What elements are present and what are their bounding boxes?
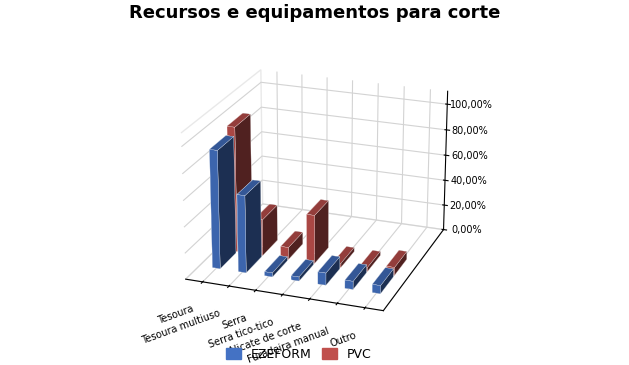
Title: Recursos e equipamentos para corte: Recursos e equipamentos para corte (129, 4, 500, 22)
Legend: EZEFORM, PVC: EZEFORM, PVC (221, 343, 376, 365)
